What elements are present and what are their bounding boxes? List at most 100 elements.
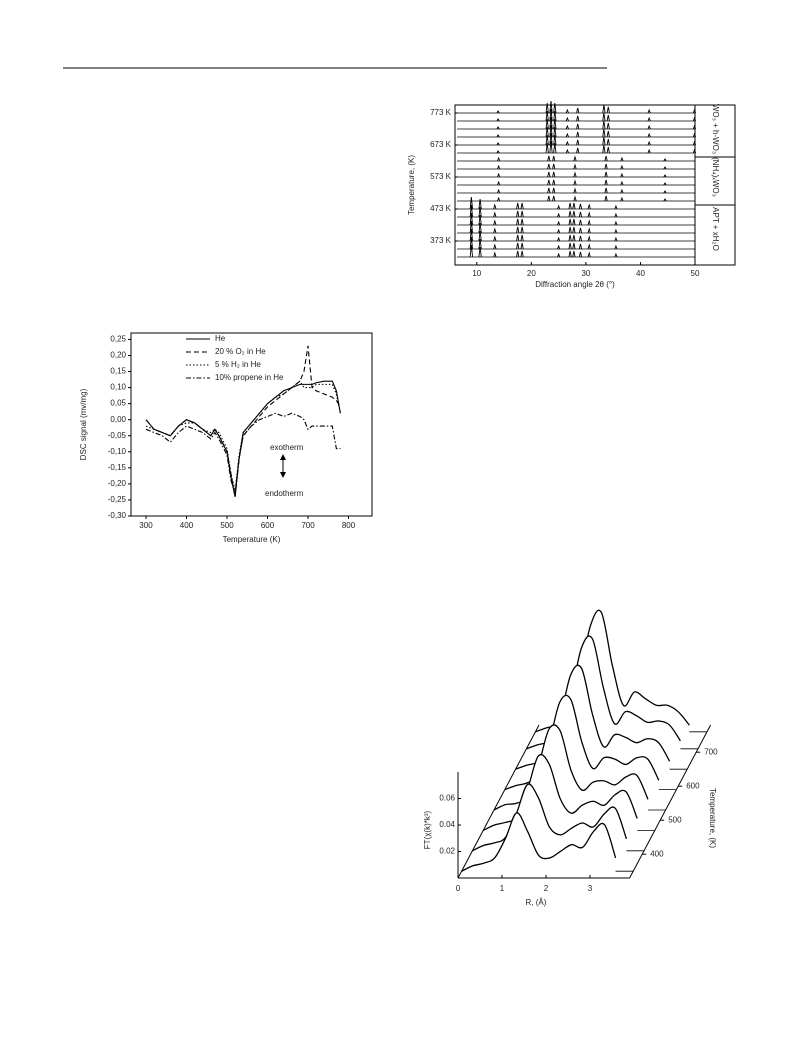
- diffraction-peak: [602, 128, 606, 138]
- diffraction-peak: [606, 106, 610, 114]
- diffraction-peak: [647, 140, 651, 146]
- x-tick-label: 30: [581, 269, 590, 278]
- diffraction-peak: [602, 104, 606, 114]
- diffraction-peak: [496, 142, 500, 146]
- diffraction-peak: [587, 203, 591, 210]
- x-axis-title: R, (Å): [526, 898, 547, 907]
- diffraction-peak: [663, 158, 667, 162]
- diffraction-peak: [573, 195, 577, 202]
- diffraction-peak: [606, 122, 610, 130]
- diffraction-peak: [557, 252, 561, 258]
- annotation: endotherm: [265, 489, 304, 498]
- diffraction-peak: [578, 227, 583, 234]
- diffraction-peak: [478, 238, 482, 250]
- diffraction-peak: [549, 132, 553, 146]
- diffraction-peak: [587, 227, 591, 234]
- diffraction-peak: [578, 219, 583, 226]
- y-tick-label: 0.06: [439, 794, 455, 803]
- diffraction-peak: [578, 243, 583, 250]
- phase-label: WO₃ + h-WO₃: [711, 104, 720, 154]
- y-axis-title: Temperature, (K): [407, 155, 416, 215]
- y-tick-label: -0,25: [108, 495, 127, 504]
- diffraction-peak: [604, 163, 608, 170]
- y-tick-label: 0.04: [439, 820, 455, 829]
- legend-label: 5 % H₂ in He: [215, 360, 261, 369]
- ft-curve: [493, 724, 649, 811]
- diffraction-peak: [606, 130, 610, 138]
- diffraction-peak: [497, 172, 501, 178]
- diffraction-peak: [568, 226, 572, 234]
- diffraction-peak: [549, 108, 553, 122]
- diffraction-peak: [478, 206, 482, 218]
- diffraction-peak: [516, 226, 520, 234]
- legend-label: 10% propene in He: [215, 373, 284, 382]
- z-tick-label: 600: [686, 781, 700, 790]
- y-tick-label: -0,20: [108, 479, 127, 488]
- x-tick-label: 300: [139, 521, 153, 530]
- x-axis-title: Temperature (K): [223, 535, 281, 544]
- y-tick-label: 0,25: [110, 335, 126, 344]
- diffraction-peak: [496, 134, 500, 138]
- diffraction-peak: [478, 198, 482, 210]
- diffraction-peak: [478, 214, 482, 226]
- diffraction-peak: [565, 108, 569, 114]
- diffraction-peak: [497, 196, 501, 202]
- diffraction-peak: [565, 132, 569, 138]
- diffraction-peak: [573, 179, 577, 186]
- diffraction-peak: [545, 126, 549, 138]
- diffraction-peak: [573, 163, 577, 170]
- diffraction-peak: [478, 230, 482, 242]
- diffraction-peak: [587, 211, 591, 218]
- diffraction-peak: [552, 187, 556, 194]
- y-tick-label: 0,05: [110, 399, 126, 408]
- diffraction-peak: [565, 148, 569, 154]
- diffraction-peak: [606, 146, 610, 154]
- y-tick-label: -0,10: [108, 447, 127, 456]
- diffraction-peak: [692, 116, 697, 122]
- diffraction-peak: [568, 250, 572, 258]
- diffraction-peak: [576, 115, 580, 122]
- diffraction-peak: [496, 110, 500, 114]
- diffraction-peak: [576, 123, 580, 130]
- y-tick-label: 0,00: [110, 415, 126, 424]
- arrow-head: [280, 454, 286, 478]
- diffraction-peak: [578, 235, 583, 242]
- diffraction-peak: [516, 218, 520, 226]
- diffraction-peak: [469, 204, 474, 218]
- diffraction-peak: [497, 188, 501, 194]
- diffraction-peak: [568, 242, 572, 250]
- diffraction-peak: [552, 163, 556, 170]
- y-tick-label: -0,15: [108, 463, 127, 472]
- diffraction-peak: [520, 218, 524, 226]
- data-line: [145, 380, 341, 497]
- diffraction-peak: [516, 234, 520, 242]
- diffraction-peak: [578, 211, 583, 218]
- diffraction-peak: [493, 203, 497, 210]
- diffraction-peak: [545, 134, 549, 146]
- diffraction-peak: [493, 219, 497, 226]
- diffraction-peak: [553, 126, 557, 138]
- diffraction-peak: [520, 250, 524, 258]
- diffraction-peak: [549, 124, 553, 138]
- diffraction-peak: [469, 228, 474, 242]
- x-tick-label: 500: [220, 521, 234, 530]
- diffraction-peak: [547, 179, 551, 186]
- diffraction-peak: [572, 218, 576, 226]
- phase-label: APT + xH₂O: [711, 207, 720, 251]
- y-axis-title: DSC signal (mv/mg): [79, 388, 88, 460]
- diffraction-peak: [692, 132, 697, 138]
- legend-label: 20 % O₂ in He: [215, 347, 266, 356]
- x-tick-label: 400: [180, 521, 194, 530]
- annotation: exotherm: [270, 443, 304, 452]
- diffraction-peak: [469, 236, 474, 250]
- diffraction-peak: [572, 210, 576, 218]
- diffraction-peak: [602, 112, 606, 122]
- diffraction-peak: [604, 171, 608, 178]
- diffraction-peak: [602, 136, 606, 146]
- diffraction-peak: [614, 204, 618, 210]
- ft-curve: [461, 812, 617, 872]
- depth-axis: [629, 724, 712, 879]
- diffraction-peak: [469, 196, 474, 210]
- diffraction-peak: [663, 190, 667, 194]
- diffraction-peak: [549, 116, 553, 130]
